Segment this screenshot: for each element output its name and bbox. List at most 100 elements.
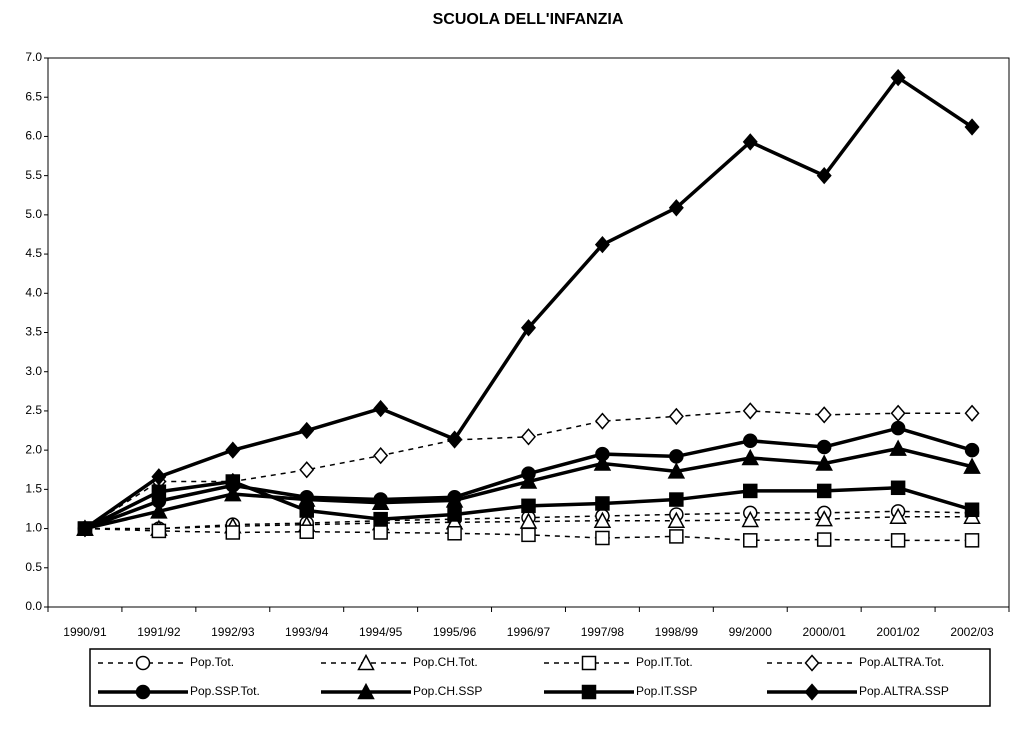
data-point <box>669 492 684 507</box>
x-tick-label: 2001/02 <box>876 625 920 639</box>
data-point <box>447 526 462 541</box>
data-point <box>963 457 981 474</box>
data-point <box>593 454 612 471</box>
data-point <box>595 496 610 511</box>
data-point <box>964 404 980 422</box>
data-point <box>299 524 314 539</box>
data-point <box>816 406 832 424</box>
legend-label: Pop.IT.Tot. <box>636 655 693 669</box>
y-tick-label: 7.0 <box>25 50 42 64</box>
data-point <box>816 532 832 547</box>
data-point <box>890 404 906 422</box>
data-point <box>519 472 538 489</box>
y-tick-label: 6.0 <box>25 129 42 143</box>
x-tick-label: 2002/03 <box>950 625 994 639</box>
data-point <box>815 510 833 527</box>
data-point <box>521 527 536 543</box>
legend-label: Pop.IT.SSP <box>636 684 697 698</box>
data-point <box>742 402 758 420</box>
legend-label: Pop.ALTRA.Tot. <box>859 655 944 669</box>
legend-label: Pop.Tot. <box>190 655 234 669</box>
data-point <box>445 491 464 508</box>
y-tick-label: 5.5 <box>25 168 42 182</box>
y-tick-label: 6.5 <box>25 89 42 103</box>
data-point <box>594 412 610 430</box>
data-point <box>594 236 610 254</box>
data-point <box>521 319 536 337</box>
data-point <box>816 166 832 185</box>
legend-label: Pop.SSP.Tot. <box>190 684 260 698</box>
data-point <box>373 525 388 540</box>
data-point <box>890 480 906 496</box>
x-tick-label: 2000/01 <box>802 625 846 639</box>
data-point <box>669 529 684 544</box>
data-point <box>521 428 536 446</box>
x-tick-label: 1991/92 <box>137 625 181 639</box>
y-tick-label: 5.0 <box>25 207 42 221</box>
data-point <box>151 523 167 539</box>
y-tick-label: 1.5 <box>25 482 42 496</box>
legend-label: Pop.ALTRA.SSP <box>859 684 949 698</box>
data-point <box>964 442 980 458</box>
data-point <box>964 533 980 548</box>
data-point <box>964 118 980 136</box>
data-point <box>593 511 612 528</box>
data-point <box>151 484 167 499</box>
data-point <box>815 454 833 471</box>
legend-marker <box>581 655 597 671</box>
data-point <box>151 468 167 486</box>
data-point <box>889 439 907 456</box>
legend-marker <box>135 655 151 671</box>
data-point <box>889 507 907 525</box>
data-point <box>964 502 980 517</box>
y-tick-label: 2.5 <box>25 403 42 417</box>
data-point <box>741 448 760 466</box>
legend-marker <box>804 683 820 701</box>
legend-marker <box>357 682 375 700</box>
data-point <box>447 430 463 448</box>
x-tick-label: 1992/93 <box>211 625 255 639</box>
data-point <box>890 68 906 87</box>
data-point <box>743 433 758 448</box>
legend-label: Pop.CH.SSP <box>413 684 482 698</box>
legend-marker <box>804 654 820 672</box>
data-point <box>299 461 315 479</box>
data-point <box>224 484 242 502</box>
data-point <box>225 474 241 489</box>
y-tick-label: 1.0 <box>25 521 42 535</box>
data-point <box>742 133 758 151</box>
data-point <box>373 511 388 527</box>
legend-box <box>89 648 991 707</box>
data-point <box>299 421 315 440</box>
data-point <box>373 446 389 465</box>
data-point <box>77 519 93 538</box>
data-point <box>743 483 758 499</box>
legend-marker <box>357 653 375 671</box>
data-point <box>225 525 241 540</box>
data-point <box>299 503 314 518</box>
x-tick-label: 1998/99 <box>655 625 699 639</box>
data-point <box>668 407 684 426</box>
x-tick-label: 1996/97 <box>507 625 551 639</box>
y-tick-label: 2.0 <box>25 442 42 456</box>
y-tick-label: 3.0 <box>25 364 42 378</box>
data-point <box>890 420 906 436</box>
x-tick-label: 1995/96 <box>433 625 477 639</box>
data-point <box>447 507 462 522</box>
x-tick-label: 1993/94 <box>285 625 329 639</box>
y-tick-label: 3.5 <box>25 325 42 339</box>
data-point <box>521 498 536 514</box>
data-point <box>150 502 168 519</box>
legend-label: Pop.CH.Tot. <box>413 655 478 669</box>
data-point <box>890 533 906 548</box>
data-point <box>741 510 760 528</box>
data-point <box>225 441 241 459</box>
x-tick-label: 1997/98 <box>581 625 625 639</box>
y-tick-label: 4.5 <box>25 246 42 260</box>
data-point <box>373 399 389 418</box>
data-point <box>668 199 684 217</box>
x-tick-label: 99/2000 <box>729 625 773 639</box>
data-point <box>669 449 684 464</box>
x-tick-label: 1994/95 <box>359 625 403 639</box>
